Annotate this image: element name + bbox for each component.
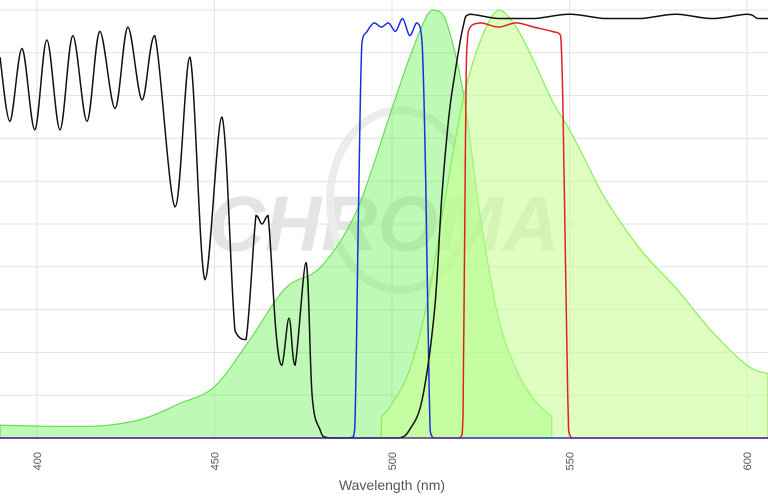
x-tick-label: 600 (742, 452, 754, 470)
spectrum-line (0, 13, 768, 439)
x-tick-label: 500 (387, 452, 399, 470)
spectrum-line (0, 17, 768, 439)
x-tick-label: 400 (32, 452, 44, 470)
spectrum-line (0, 22, 768, 439)
x-tick-label: 450 (209, 452, 221, 470)
x-axis-label: Wavelength (nm) (339, 477, 445, 493)
x-tick-label: 550 (565, 452, 577, 470)
